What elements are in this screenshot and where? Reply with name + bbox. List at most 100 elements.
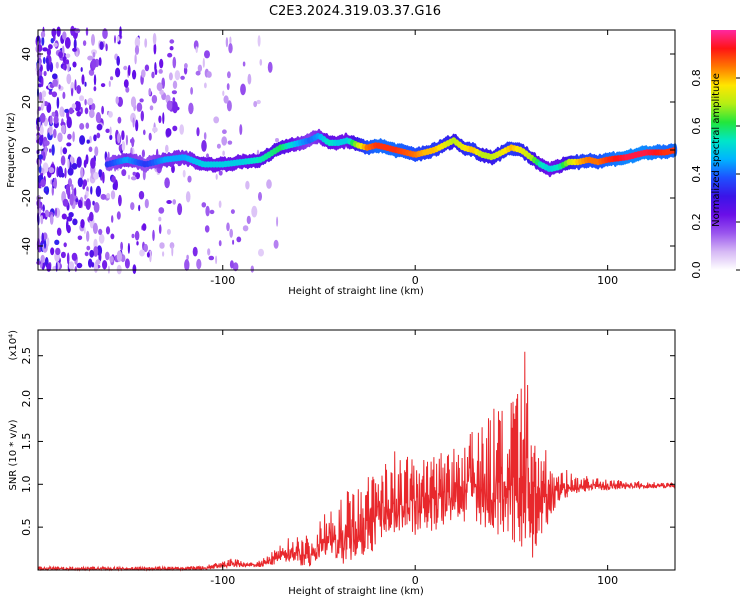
spectrogram-noise-cell xyxy=(62,91,66,99)
spectrogram-noise-cell xyxy=(109,126,112,136)
spectrogram-noise-cell xyxy=(93,86,97,92)
spectrogram-noise-cell xyxy=(108,80,111,88)
spectrogram-noise-cell xyxy=(105,43,108,52)
colorbar-tick-label: 0.6 xyxy=(690,117,703,135)
spectrogram-noise-cell xyxy=(110,233,115,240)
spectrogram-noise-cell xyxy=(169,39,175,44)
spectrogram-noise-cell xyxy=(71,184,74,191)
spectrogram-noise-cell xyxy=(44,209,50,218)
snr-y-tick-label: 2.0 xyxy=(20,390,33,408)
spectrogram-noise-cell xyxy=(50,38,54,44)
spectrogram-noise-cell xyxy=(46,61,50,72)
spectrogram-noise-cell xyxy=(68,261,75,271)
spectrogram-noise-cell xyxy=(66,252,70,265)
spectrogram-noise-cell xyxy=(44,186,48,192)
spectrogram-x-tick-label: -100 xyxy=(210,274,235,287)
spectrogram-noise-cell xyxy=(74,28,81,34)
spectrogram-noise-cell xyxy=(232,239,235,245)
spectrogram-noise-cell xyxy=(245,180,250,190)
spectrogram-noise-cell xyxy=(80,106,83,115)
spectrogram-noise-cell xyxy=(218,170,223,176)
spectrogram-noise-cell xyxy=(162,251,165,257)
spectrogram-noise-cell xyxy=(226,100,232,112)
spectrogram-noise-cell xyxy=(185,191,191,203)
spectrogram-noise-cell xyxy=(80,167,84,179)
spectrogram-noise-cell xyxy=(118,194,122,207)
spectrogram-noise-cell xyxy=(120,241,123,251)
spectrogram-noise-cell xyxy=(50,247,55,256)
spectrogram-noise-cell xyxy=(61,213,67,220)
spectrogram-noise-cell xyxy=(51,111,56,117)
spectrogram-noise-cell xyxy=(242,225,249,232)
spectrogram-noise-cell xyxy=(192,246,198,257)
spectrogram-noise-cell xyxy=(92,51,96,58)
spectrogram-noise-cell xyxy=(153,42,157,55)
spectrogram-noise-cell xyxy=(86,178,90,183)
spectrogram-noise-cell xyxy=(96,132,101,139)
spectrogram-noise-cell xyxy=(124,258,130,269)
spectrogram-noise-cell xyxy=(79,135,86,145)
spectrogram-noise-cell xyxy=(256,99,261,105)
spectrogram-noise-cell xyxy=(203,132,207,140)
spectrogram-noise-cell xyxy=(99,41,104,50)
spectrogram-noise-cell xyxy=(171,164,175,174)
spectrogram-noise-cell xyxy=(88,109,95,119)
spectrogram-x-ticks: -100 0 100 xyxy=(210,30,618,287)
snr-frame xyxy=(37,329,676,571)
spectrogram-noise-cell xyxy=(172,56,177,69)
spectrogram-noise-cell xyxy=(79,95,85,102)
spectrogram-noise-cell xyxy=(101,105,104,115)
spectrogram-noise-cell xyxy=(156,82,163,92)
spectrogram-noise-cell xyxy=(76,85,82,94)
spectrogram-noise-cell xyxy=(204,82,207,89)
spectrogram-noise-cell xyxy=(41,90,47,98)
spectrogram-noise-cell xyxy=(209,209,215,215)
spectrogram-noise-cell xyxy=(115,67,121,78)
spectrogram-noise-cell xyxy=(195,46,198,53)
spectrogram-noise-cell xyxy=(43,70,47,77)
spectrogram-noise-cell xyxy=(93,134,97,142)
snr-panel: -100 0 100 0.5 1.0 1.5 2.0 2.5 Height of strai… xyxy=(8,329,676,597)
colorbar-gradient xyxy=(711,30,736,270)
spectrogram-noise-cell xyxy=(88,258,93,268)
colorbar-tick-label: 0.8 xyxy=(690,69,703,87)
spectrogram-noise-cell xyxy=(172,101,178,114)
spectrogram-noise-cell xyxy=(164,177,170,189)
spectrogram-noise-cell xyxy=(148,132,152,141)
colorbar: 0.0 0.2 0.4 0.6 0.8 Normalized spectral ampl… xyxy=(690,30,740,279)
spectrogram-noise-cell xyxy=(62,31,67,40)
spectrogram-noise-cell xyxy=(165,127,172,137)
spectrogram-noise-cell xyxy=(53,128,57,139)
spectrogram-noise-cell xyxy=(135,119,139,132)
spectrogram-noise-cell xyxy=(159,242,165,249)
spectrogram-noise-cell xyxy=(105,226,111,235)
spectrogram-noise-cell xyxy=(73,38,77,50)
spectrogram-noise-cell xyxy=(76,262,83,269)
spectrogram-noise-cell xyxy=(159,58,164,69)
snr-y-tick-label: 1.0 xyxy=(20,476,33,494)
snr-x-label: Height of straight line (km) xyxy=(288,586,424,597)
spectrogram-noise-cell xyxy=(54,207,58,217)
spectrogram-noise-cell xyxy=(66,73,72,85)
spectrogram-noise-cell xyxy=(74,187,77,197)
spectrogram-noise-cell xyxy=(201,140,207,152)
spectrogram-noise-cell xyxy=(74,266,78,272)
spectrogram-noise-cell xyxy=(40,215,44,225)
spectrogram-noise-cell xyxy=(63,242,67,248)
spectrogram-noise-cell xyxy=(51,91,58,98)
spectrogram-noise-cell xyxy=(239,124,243,136)
spectrogram-noise-cell xyxy=(89,211,94,222)
spectrogram-noise-cell xyxy=(121,130,125,141)
spectrogram-noise-cell xyxy=(258,248,264,257)
spectrogram-noise-cell xyxy=(98,57,102,67)
spectrogram-noise-cell xyxy=(188,102,194,115)
spectrogram-ridge xyxy=(104,128,678,178)
spectrogram-noise-cell xyxy=(227,140,233,145)
spectrogram-noise-cell xyxy=(41,232,44,244)
spectrogram-noise-cell xyxy=(121,140,126,152)
spectrogram-noise-cell xyxy=(76,156,82,168)
spectrogram-noise-cell xyxy=(84,99,87,106)
spectrogram-noise-cell xyxy=(66,59,70,65)
spectrogram-noise-cell xyxy=(182,169,186,178)
